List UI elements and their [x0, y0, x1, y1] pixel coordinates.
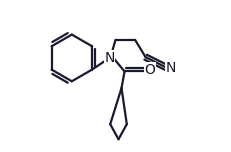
- Text: O: O: [145, 63, 155, 77]
- Text: N: N: [166, 61, 176, 75]
- Text: N: N: [104, 51, 115, 65]
